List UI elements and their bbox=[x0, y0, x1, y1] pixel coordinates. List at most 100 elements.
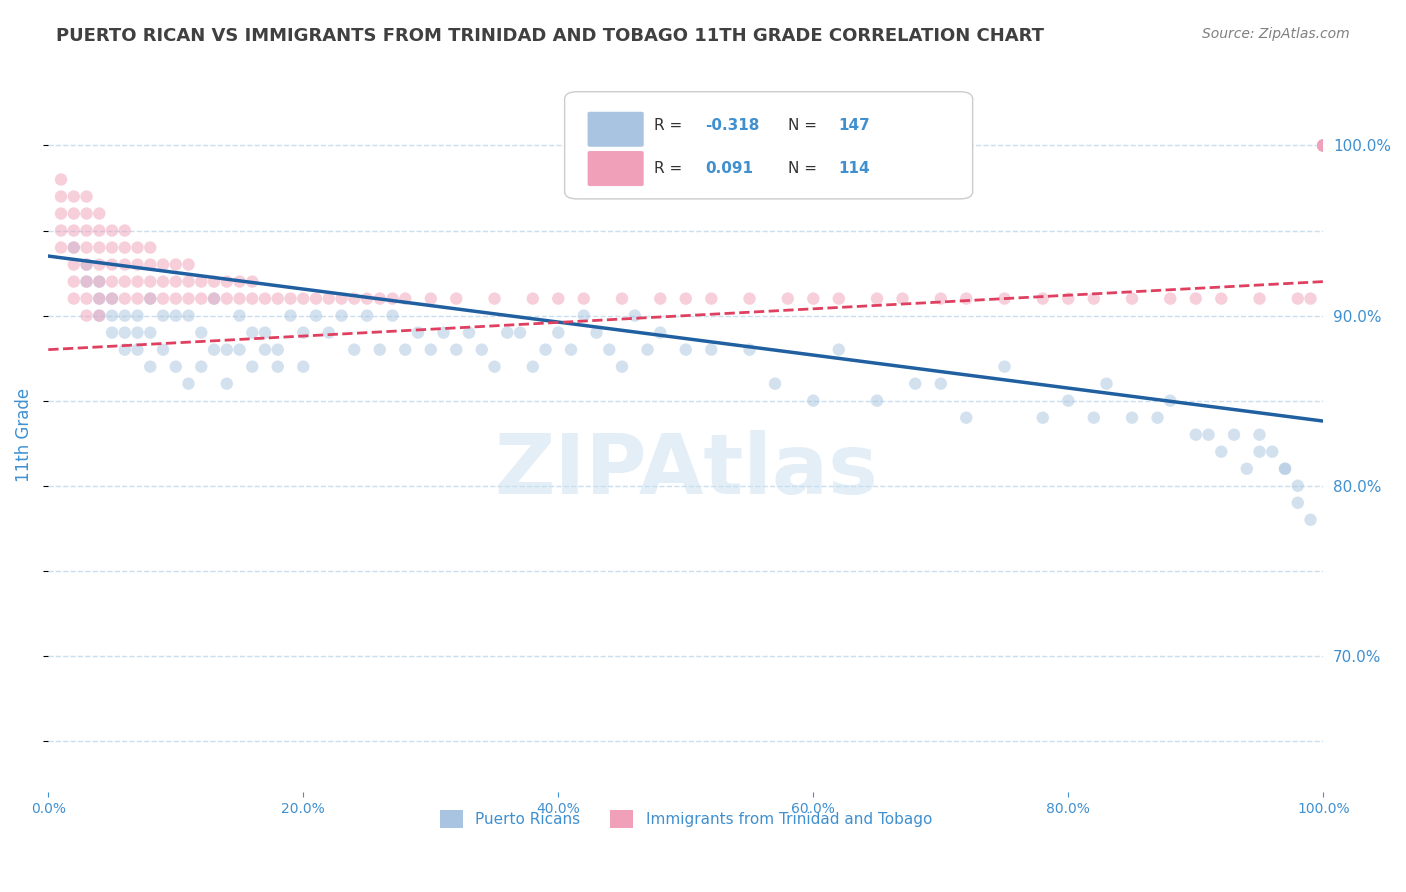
Point bbox=[828, 292, 851, 306]
Point bbox=[1083, 410, 1105, 425]
Point bbox=[101, 326, 124, 340]
Text: 0.091: 0.091 bbox=[704, 161, 752, 176]
Point bbox=[419, 343, 441, 357]
Point bbox=[1312, 138, 1334, 153]
Point bbox=[127, 326, 149, 340]
Point bbox=[1312, 138, 1334, 153]
Point bbox=[101, 241, 124, 255]
Text: R =: R = bbox=[654, 161, 688, 176]
Point bbox=[114, 292, 136, 306]
Point bbox=[49, 241, 72, 255]
Point bbox=[89, 223, 111, 237]
Point bbox=[432, 326, 454, 340]
Point bbox=[1312, 138, 1334, 153]
Point bbox=[1032, 292, 1054, 306]
Point bbox=[165, 292, 187, 306]
Point bbox=[547, 292, 569, 306]
Point bbox=[267, 359, 290, 374]
Point bbox=[215, 376, 238, 391]
Point bbox=[598, 343, 620, 357]
Point bbox=[76, 258, 98, 272]
Point bbox=[1083, 292, 1105, 306]
Point bbox=[993, 359, 1015, 374]
Point bbox=[484, 359, 506, 374]
Point bbox=[1312, 138, 1334, 153]
Point bbox=[139, 258, 162, 272]
Point bbox=[62, 241, 84, 255]
Point bbox=[127, 292, 149, 306]
Point bbox=[267, 343, 290, 357]
Point bbox=[763, 376, 786, 391]
Point bbox=[114, 223, 136, 237]
Point bbox=[484, 292, 506, 306]
Point bbox=[866, 393, 889, 408]
Point bbox=[1274, 461, 1296, 475]
Text: 114: 114 bbox=[839, 161, 870, 176]
Point bbox=[1299, 292, 1322, 306]
Point bbox=[522, 359, 544, 374]
Point bbox=[738, 292, 761, 306]
Point bbox=[114, 241, 136, 255]
Y-axis label: 11th Grade: 11th Grade bbox=[15, 388, 32, 482]
Point bbox=[1057, 292, 1080, 306]
Point bbox=[240, 292, 263, 306]
Point bbox=[1211, 292, 1233, 306]
Point bbox=[610, 359, 633, 374]
Point bbox=[114, 326, 136, 340]
Point bbox=[610, 292, 633, 306]
Point bbox=[62, 241, 84, 255]
Point bbox=[929, 292, 952, 306]
Point bbox=[101, 275, 124, 289]
Point bbox=[202, 292, 225, 306]
Point bbox=[1286, 292, 1309, 306]
Point bbox=[127, 309, 149, 323]
Point bbox=[89, 292, 111, 306]
Point bbox=[280, 309, 302, 323]
Point bbox=[165, 275, 187, 289]
Point bbox=[368, 292, 391, 306]
Point bbox=[1184, 292, 1206, 306]
Point bbox=[305, 309, 328, 323]
Point bbox=[76, 275, 98, 289]
Point bbox=[139, 292, 162, 306]
Point bbox=[292, 359, 315, 374]
Point bbox=[356, 292, 378, 306]
Point bbox=[89, 275, 111, 289]
Point bbox=[318, 326, 340, 340]
Point bbox=[177, 376, 200, 391]
Point bbox=[240, 275, 263, 289]
Point bbox=[1095, 376, 1118, 391]
Point bbox=[904, 376, 927, 391]
Legend: Puerto Ricans, Immigrants from Trinidad and Tobago: Puerto Ricans, Immigrants from Trinidad … bbox=[433, 804, 938, 834]
Point bbox=[101, 258, 124, 272]
Point bbox=[1299, 513, 1322, 527]
Point bbox=[127, 258, 149, 272]
Point bbox=[152, 343, 174, 357]
Point bbox=[127, 275, 149, 289]
Point bbox=[62, 258, 84, 272]
Point bbox=[139, 241, 162, 255]
Point bbox=[675, 343, 697, 357]
Point bbox=[101, 292, 124, 306]
Point bbox=[165, 309, 187, 323]
Point bbox=[165, 359, 187, 374]
Point bbox=[177, 258, 200, 272]
Point bbox=[114, 343, 136, 357]
Point bbox=[1159, 292, 1181, 306]
Point bbox=[560, 343, 582, 357]
Point bbox=[419, 292, 441, 306]
Point bbox=[76, 241, 98, 255]
Point bbox=[202, 275, 225, 289]
FancyBboxPatch shape bbox=[588, 151, 644, 186]
Point bbox=[152, 258, 174, 272]
Point bbox=[891, 292, 914, 306]
Point bbox=[89, 309, 111, 323]
Point bbox=[1198, 427, 1220, 442]
Point bbox=[394, 292, 416, 306]
Point bbox=[101, 309, 124, 323]
Point bbox=[801, 393, 824, 408]
Point bbox=[202, 292, 225, 306]
Point bbox=[267, 292, 290, 306]
Point bbox=[1146, 410, 1168, 425]
Point bbox=[215, 292, 238, 306]
